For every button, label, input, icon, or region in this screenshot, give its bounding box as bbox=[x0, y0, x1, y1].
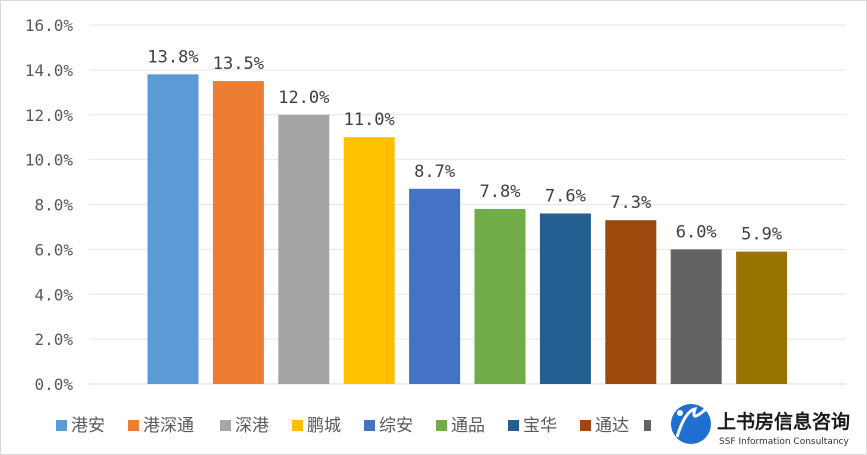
legend-label: 深港 bbox=[235, 416, 269, 436]
data-label: 8.7% bbox=[414, 162, 455, 182]
watermark-name-en: SSF Information Consultancy bbox=[719, 437, 850, 447]
data-label: 7.8% bbox=[480, 182, 521, 202]
legend: 港安 港深通 深港 鹏城 综安 通品 宝华 通达 bbox=[56, 416, 655, 436]
y-tick-label: 6.0% bbox=[34, 240, 73, 259]
bar bbox=[409, 188, 461, 384]
legend-swatch bbox=[220, 420, 231, 431]
data-label: 7.6% bbox=[545, 186, 586, 206]
legend-label: 通品 bbox=[451, 416, 485, 436]
legend-label: 宝华 bbox=[523, 416, 557, 436]
bar bbox=[147, 74, 199, 385]
legend-swatch bbox=[56, 420, 67, 431]
bar bbox=[343, 137, 395, 384]
data-label: 13.5% bbox=[213, 54, 264, 74]
bar bbox=[212, 81, 264, 384]
data-label: 7.3% bbox=[610, 193, 651, 213]
legend-label: 通达 bbox=[595, 416, 629, 436]
gridlines bbox=[89, 24, 846, 385]
y-tick-label: 10.0% bbox=[25, 151, 74, 170]
bar bbox=[474, 208, 526, 384]
y-tick-label: 8.0% bbox=[34, 196, 73, 215]
legend-label: 港安 bbox=[71, 416, 105, 436]
bar bbox=[278, 114, 330, 384]
legend-swatch bbox=[508, 420, 519, 431]
bar bbox=[605, 220, 657, 384]
legend-label: 港深通 bbox=[143, 416, 194, 436]
bar bbox=[539, 213, 591, 384]
legend-swatch bbox=[364, 420, 375, 431]
watermark-logo: 上书房信息咨询 SSF Information Consultancy bbox=[651, 399, 863, 451]
logo-icon bbox=[671, 402, 711, 444]
data-labels: 13.8% 13.5% 12.0% 11.0% 8.7% 7.8% 7.6% 7.3% 6.0%… bbox=[147, 47, 782, 244]
bars bbox=[147, 74, 788, 385]
data-label: 5.9% bbox=[741, 225, 782, 245]
bar bbox=[670, 249, 722, 384]
legend-label: 鹏城 bbox=[307, 416, 341, 436]
legend-swatch bbox=[128, 420, 139, 431]
y-tick-label: 14.0% bbox=[25, 61, 74, 80]
legend-swatch bbox=[644, 420, 655, 431]
legend-swatch bbox=[292, 420, 303, 431]
legend-swatch bbox=[436, 420, 447, 431]
data-label: 6.0% bbox=[676, 222, 717, 242]
legend-label: 综安 bbox=[379, 416, 413, 436]
watermark-name-cn: 上书房信息咨询 bbox=[717, 410, 850, 433]
y-tick-label: 12.0% bbox=[25, 106, 74, 125]
data-label: 11.0% bbox=[344, 110, 395, 130]
y-tick-label: 0.0% bbox=[34, 375, 73, 394]
bar bbox=[736, 251, 788, 384]
data-label: 13.8% bbox=[147, 47, 198, 67]
data-label: 12.0% bbox=[278, 88, 329, 108]
y-axis-ticks: 0.0% 2.0% 4.0% 6.0% 8.0% 10.0% 12.0% 14.0% 16.0% bbox=[25, 16, 74, 394]
y-tick-label: 4.0% bbox=[34, 285, 73, 304]
y-tick-label: 16.0% bbox=[25, 16, 74, 35]
y-tick-label: 2.0% bbox=[34, 330, 73, 349]
legend-swatch bbox=[580, 420, 591, 431]
